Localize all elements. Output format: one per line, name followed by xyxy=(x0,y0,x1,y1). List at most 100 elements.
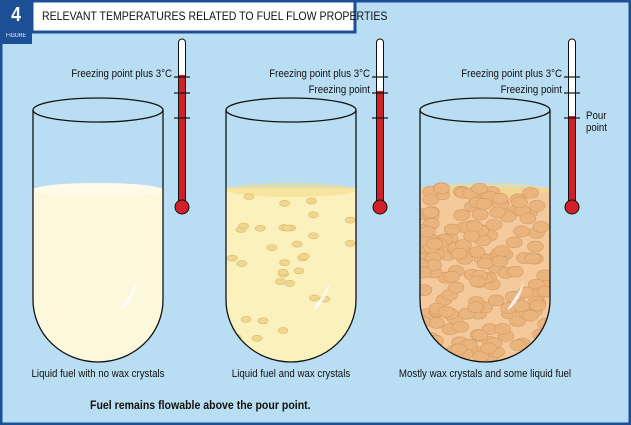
wax-crystal xyxy=(532,328,549,341)
wax-crystal xyxy=(471,329,489,341)
wax-crystal xyxy=(511,196,528,209)
beaker xyxy=(32,97,164,363)
thermometer-label: Freezing point xyxy=(308,84,370,96)
wax-crystal xyxy=(469,275,486,288)
wax-crystal xyxy=(471,208,489,221)
wax-crystal xyxy=(291,240,303,248)
wax-crystal xyxy=(284,280,296,287)
wax-crystal xyxy=(532,221,550,233)
wax-crystal xyxy=(527,240,544,253)
figure-number: 4 xyxy=(11,4,21,26)
wax-crystal xyxy=(309,294,320,302)
wax-crystal xyxy=(491,192,509,205)
wax-crystal xyxy=(275,278,286,285)
wax-crystal xyxy=(528,200,546,212)
wax-crystal xyxy=(443,223,461,236)
title: RELEVANT TEMPERATURES RELATED TO FUEL FL… xyxy=(42,9,388,23)
wax-crystal xyxy=(494,323,511,335)
beaker-glass xyxy=(419,110,551,363)
wax-crystal xyxy=(342,349,354,357)
caption: Mostly wax crystals and some liquid fuel xyxy=(398,368,572,380)
glass-highlight xyxy=(314,282,330,310)
thermometer-label: Freezing point xyxy=(500,84,562,96)
wax-crystal xyxy=(426,237,443,250)
wax-crystal xyxy=(450,247,468,260)
wax-crystal xyxy=(420,266,433,279)
wax-crystal xyxy=(437,305,455,318)
wax-crystal xyxy=(308,232,319,240)
thermometer-bulb xyxy=(174,199,190,215)
wax-crystal xyxy=(251,335,263,342)
wax-crystal xyxy=(453,209,471,221)
wax-crystal xyxy=(513,225,530,238)
wax-crystal xyxy=(257,317,269,325)
wax-crystal xyxy=(463,230,480,243)
wax-crystal xyxy=(521,351,538,362)
liquid-group xyxy=(420,182,550,362)
thermometer-mercury xyxy=(179,75,185,205)
wax-crystal xyxy=(489,206,506,219)
caption: Liquid fuel and wax crystals xyxy=(231,368,351,380)
wax-crystal xyxy=(506,265,524,278)
wax-crystal xyxy=(279,259,290,266)
beaker-rim xyxy=(32,97,164,123)
thermometer-bulb xyxy=(372,199,388,215)
wax-crystal xyxy=(513,300,530,312)
thermometer-bulb xyxy=(564,199,580,215)
liquid xyxy=(33,188,163,362)
beaker xyxy=(419,97,551,363)
thermometer-label: Freezing point plus 3°C xyxy=(461,68,562,80)
wax-crystal xyxy=(536,269,550,282)
wax-crystal xyxy=(236,260,247,267)
wax-crystal xyxy=(443,270,460,283)
wax-crystal xyxy=(344,216,356,224)
wax-crystal xyxy=(524,252,542,265)
wax-crystal xyxy=(522,187,539,199)
wax-crystal xyxy=(344,239,356,247)
thermometer-label: Freezing point plus 3°C xyxy=(269,68,370,80)
wax-crystal xyxy=(255,224,266,232)
wax-crystal xyxy=(240,316,252,323)
wax-crystal xyxy=(487,294,505,307)
wax-crystal xyxy=(433,182,451,195)
beaker-rim xyxy=(419,97,551,123)
wax-crystal xyxy=(308,211,319,219)
beaker-glass xyxy=(225,110,357,363)
wax-crystal xyxy=(471,182,488,195)
wax-crystal xyxy=(491,255,509,268)
wax-crystal xyxy=(422,206,439,219)
liquid-group xyxy=(226,183,356,362)
beaker xyxy=(225,97,357,363)
beaker-rim xyxy=(225,97,357,123)
wax-crystal xyxy=(243,193,255,200)
title-box xyxy=(30,0,357,34)
wax-crystal xyxy=(420,225,436,238)
wax-crystal xyxy=(521,309,539,322)
wax-crystal xyxy=(450,343,468,356)
footnote: Fuel remains flowable above the pour poi… xyxy=(90,398,311,412)
thermometer-label: Pour point xyxy=(586,110,607,134)
wax-crystal xyxy=(306,197,317,205)
liquid-surface xyxy=(33,183,163,197)
wax-crystal xyxy=(476,257,494,270)
wax-crystal xyxy=(422,193,440,206)
glass-highlight xyxy=(508,282,524,310)
thermometer-label: Freezing point plus 3°C xyxy=(71,68,172,80)
liquid xyxy=(226,188,356,362)
glass-highlight xyxy=(121,282,137,310)
wax-crystal xyxy=(529,299,547,312)
wax-crystal xyxy=(238,222,249,230)
liquid-surface xyxy=(226,183,356,197)
wax-crystal xyxy=(447,281,465,294)
wax-crystal xyxy=(242,352,254,359)
wax-crystal xyxy=(466,220,483,233)
liquid-group xyxy=(33,183,163,362)
wax-crystal xyxy=(519,212,537,225)
wax-crystal xyxy=(480,342,497,355)
wax-crystal xyxy=(467,301,485,313)
wax-crystal xyxy=(493,245,511,257)
wax-crystal xyxy=(423,350,440,362)
wax-crystal xyxy=(277,327,289,334)
